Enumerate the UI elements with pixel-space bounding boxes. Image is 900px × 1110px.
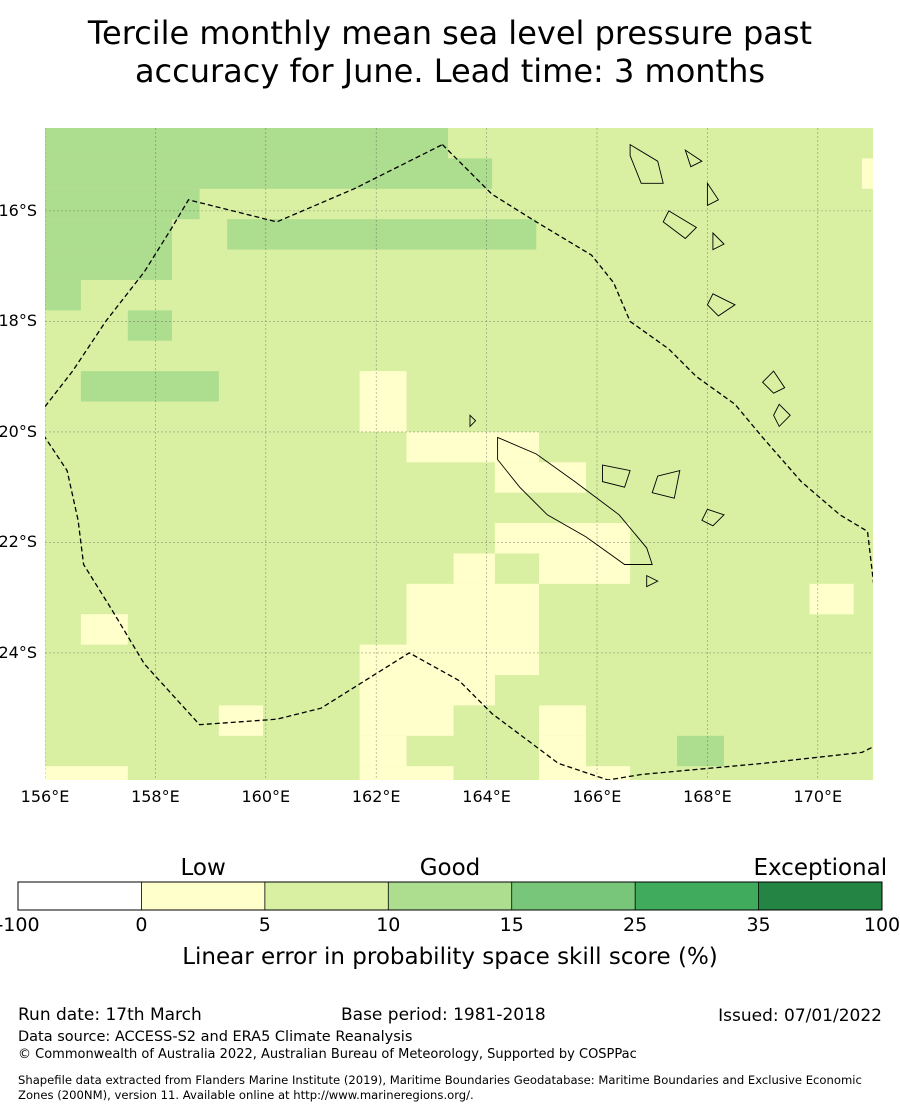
colorbar-bin-35-100 (758, 882, 882, 910)
skill-cell-10-15 (45, 279, 81, 311)
skill-cell-0-5 (861, 158, 873, 189)
colorbar-title: Linear error in probability space skill … (182, 944, 718, 970)
skill-cell-0-5 (539, 705, 586, 736)
colorbar-tick-label: 25 (623, 914, 648, 936)
skill-cell-10-15 (45, 219, 172, 250)
skill-cell-0-5 (359, 675, 495, 706)
island-outline (761, 370, 786, 394)
colorbar-bin--100-0 (18, 882, 142, 910)
colorbar-frame (17, 881, 883, 911)
coastlines (469, 143, 791, 588)
island-outline (684, 148, 703, 168)
run-date: Run date: 17th March (18, 1005, 202, 1025)
lon-label: 158°E (131, 787, 180, 806)
lon-label: 164°E (462, 787, 511, 806)
colorbar (17, 881, 883, 911)
island-outline (706, 181, 720, 207)
base-period: Base period: 1981-2018 (341, 1005, 546, 1025)
issued-date: Issued: 07/01/2022 (718, 1006, 882, 1026)
colorbar-tick-label: 100 (863, 914, 900, 936)
colorbar-bin-0-5 (141, 882, 265, 910)
colorbar-tick-label: 35 (746, 914, 771, 936)
lon-label: 168°E (683, 787, 732, 806)
lat-label: 24°S (0, 642, 37, 662)
title-line-1: Tercile monthly mean sea level pressure … (87, 14, 813, 52)
skill-cell-0-5 (80, 614, 128, 645)
skill-cell-10-15 (45, 158, 493, 189)
skill-cell-0-5 (539, 735, 586, 767)
lon-label: 166°E (572, 787, 622, 806)
skill-cell-10-15 (45, 128, 448, 159)
skill-cell-0-5 (359, 766, 454, 780)
skill-cell-10-15 (677, 735, 724, 767)
category-label-low: Low (180, 855, 226, 881)
lon-label: 162°E (351, 787, 401, 806)
lon-label: 160°E (241, 787, 291, 806)
category-label-exceptional: Exceptional (753, 855, 888, 881)
graticule (45, 128, 873, 780)
colorbar-bin-25-35 (635, 882, 759, 910)
colorbar-tick-label: 15 (499, 914, 524, 936)
skill-cell-0-5 (406, 431, 540, 463)
shapefile-credit-line-1: Shapefile data extracted from Flanders M… (18, 1073, 862, 1087)
category-label-good: Good (419, 855, 481, 881)
map-area (45, 128, 873, 780)
skill-cell-0-5 (809, 583, 854, 615)
island-outline (497, 436, 653, 565)
island-outline (773, 403, 791, 428)
colorbar-bin-15-25 (511, 882, 636, 910)
skill-cell-0-5 (494, 462, 586, 493)
colorbar-tick-label: 5 (258, 914, 271, 936)
skill-cell-0-5 (494, 523, 631, 554)
lat-label: 22°S (0, 532, 37, 552)
island-outline (651, 469, 681, 499)
skill-cell-0-5 (453, 553, 495, 584)
skill-cell-0-5 (359, 644, 495, 676)
island-outline (712, 231, 725, 251)
island-outline (469, 414, 477, 428)
colorbar-bin-10-15 (388, 882, 512, 910)
skill-cell-10-15 (227, 219, 537, 250)
island-outline (706, 293, 736, 317)
island-outline (646, 574, 659, 588)
skill-cell-0-5 (45, 766, 128, 780)
skill-cell-0-5 (539, 766, 631, 780)
colorbar-tick-label: -100 (0, 914, 40, 936)
island-outline (662, 210, 698, 240)
skill-cell-10-15 (45, 188, 200, 220)
lon-label: 170°E (793, 787, 843, 806)
colorbar-tick-label: 0 (135, 914, 148, 936)
colorbar-bin-5-10 (264, 882, 389, 910)
lat-label: 20°S (0, 421, 37, 441)
shapefile-credit-line-2: Zones (200NM), version 11. Available onl… (18, 1088, 474, 1102)
lat-label: 18°S (0, 311, 37, 331)
skill-cell-0-5 (359, 735, 407, 767)
skill-cell-0-5 (359, 371, 407, 432)
skill-cell-10-15 (127, 310, 172, 341)
colorbar-tick-label: 10 (376, 914, 401, 936)
skill-cell-10-15 (45, 249, 172, 280)
eez-boundary (45, 144, 873, 780)
skill-cell-0-5 (539, 553, 631, 584)
chart-title: Tercile monthly mean sea level pressure … (0, 14, 900, 90)
island-outline (602, 464, 631, 488)
skill-cell-10-15 (80, 371, 219, 402)
island-outline (629, 143, 664, 184)
data-source: Data source: ACCESS-S2 and ERA5 Climate … (18, 1029, 413, 1045)
skill-cells (45, 128, 873, 780)
lon-label: 156°E (20, 787, 70, 806)
title-line-2: accuracy for June. Lead time: 3 months (134, 52, 766, 90)
skill-cell-0-5 (359, 705, 454, 736)
lat-label: 16°S (0, 200, 37, 220)
copyright: © Commonwealth of Australia 2022, Austra… (18, 1047, 637, 1062)
island-outline (701, 508, 725, 527)
